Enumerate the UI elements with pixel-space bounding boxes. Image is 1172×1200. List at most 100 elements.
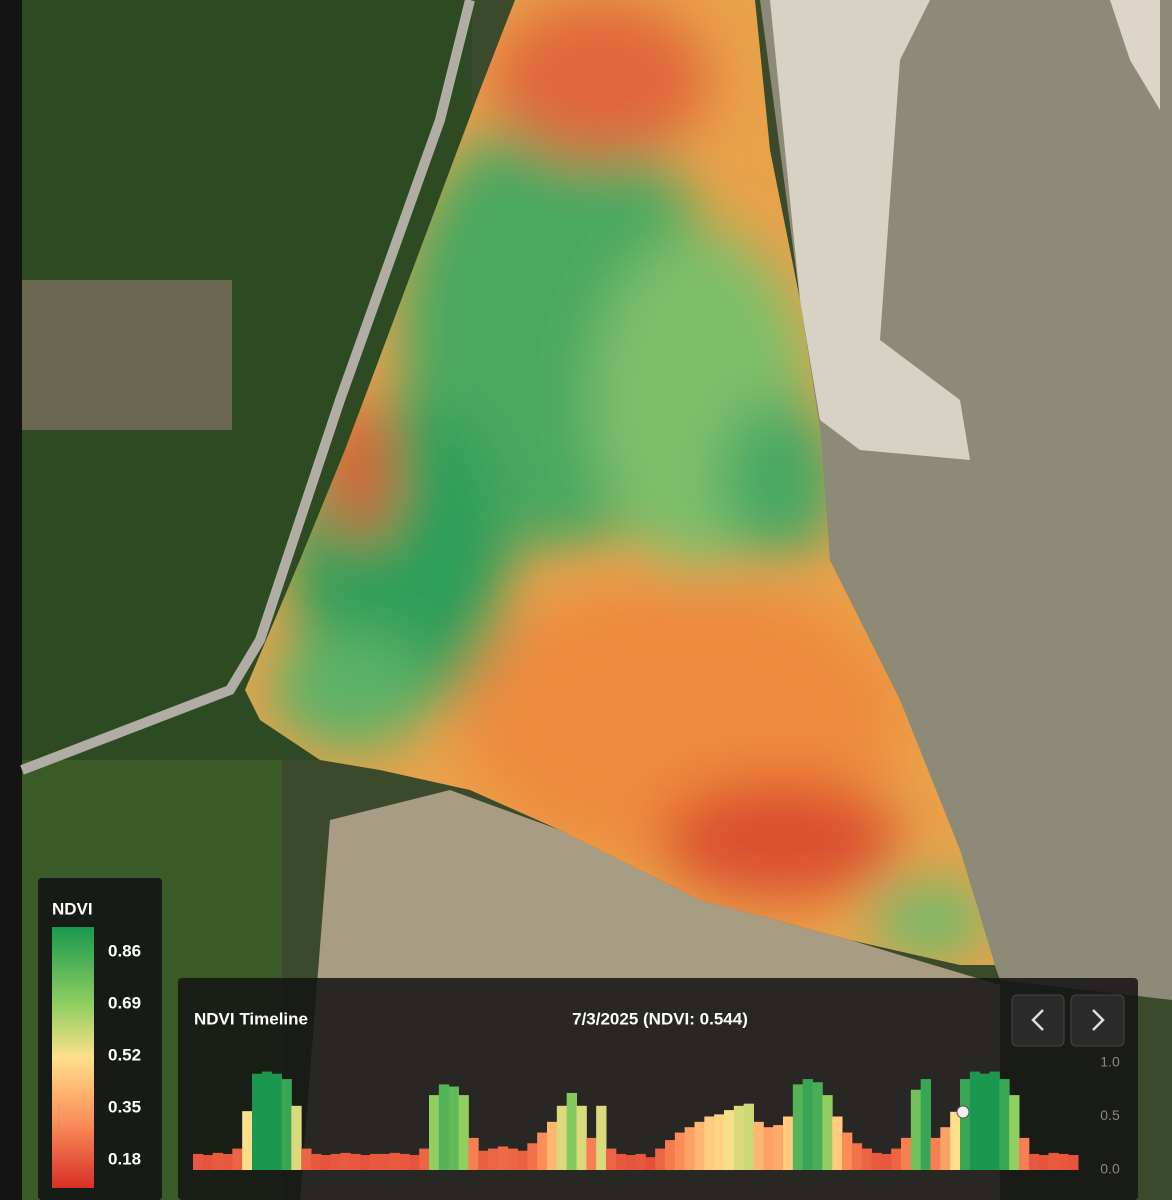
timeline-bar (920, 1079, 931, 1170)
timeline-bar (340, 1152, 351, 1170)
y-tick-label: 0.0 (1100, 1161, 1120, 1177)
timeline-bar (360, 1155, 371, 1170)
timeline-bar (851, 1143, 863, 1170)
timeline-bar (517, 1150, 528, 1170)
timeline-bar (586, 1137, 597, 1170)
next-button[interactable] (1070, 994, 1125, 1047)
timeline-bar (783, 1116, 794, 1170)
timeline-bar (1048, 1152, 1059, 1170)
timeline-bar (674, 1132, 686, 1170)
timeline-bar (861, 1148, 872, 1170)
road (20, 0, 475, 775)
timeline-bar (635, 1153, 646, 1170)
timeline-panel (178, 978, 1138, 1200)
timeline-bar (842, 1132, 853, 1170)
timeline-bar (291, 1105, 302, 1170)
timeline-bar (281, 1079, 292, 1170)
timeline-bar (193, 1153, 204, 1170)
timeline-bar (370, 1153, 381, 1170)
timeline-bar (537, 1132, 548, 1170)
timeline-bar (753, 1121, 764, 1170)
timeline-bar (232, 1148, 243, 1170)
timeline-bar (409, 1155, 420, 1170)
timeline-bar (261, 1071, 273, 1170)
bare-field (770, 0, 970, 460)
timeline-bar (969, 1071, 981, 1170)
timeline-bar (429, 1095, 440, 1170)
timeline-bar (891, 1148, 902, 1170)
timeline-bar (320, 1155, 332, 1170)
timeline-bar (301, 1148, 312, 1170)
timeline-bar (950, 1111, 961, 1170)
timeline-bar (694, 1121, 705, 1170)
timeline-bar (871, 1152, 882, 1170)
side-strip (0, 0, 22, 1200)
timeline-bar (901, 1137, 912, 1170)
timeline-bar (478, 1150, 489, 1170)
timeline-bar (438, 1084, 450, 1170)
timeline-bar (576, 1105, 587, 1170)
timeline-bar (399, 1153, 410, 1170)
timeline-bar (468, 1137, 479, 1170)
timeline-bar (724, 1110, 735, 1170)
timeline-bar (940, 1127, 951, 1170)
y-tick-label: 1.0 (1100, 1054, 1120, 1070)
legend-label: 0.18 (108, 1149, 141, 1168)
timeline-bar (606, 1148, 617, 1170)
timeline-bar (252, 1073, 263, 1170)
timeline-bar (615, 1153, 627, 1170)
timeline-bar (212, 1152, 223, 1170)
y-tick-label: 0.5 (1100, 1107, 1120, 1123)
timeline-bar (714, 1114, 725, 1170)
timeline-bar (1038, 1155, 1049, 1170)
timeline-bar (802, 1079, 813, 1170)
timeline-bar (222, 1153, 233, 1170)
timeline-bar (684, 1127, 695, 1170)
timeline-bar (1019, 1137, 1030, 1170)
timeline-bar (242, 1111, 253, 1170)
timeline-bar (389, 1152, 400, 1170)
timeline-bar (1068, 1155, 1079, 1170)
timeline-bar (822, 1095, 833, 1170)
timeline-bar (910, 1089, 922, 1170)
timeline-bar (556, 1105, 568, 1170)
timeline-title: NDVI Timeline (194, 1009, 308, 1028)
timeline-bar (773, 1125, 784, 1170)
timeline-bar (350, 1153, 361, 1170)
timeline-bar (547, 1121, 558, 1170)
legend-label: 0.52 (108, 1045, 141, 1064)
timeline-bar (979, 1073, 990, 1170)
bare-field (1110, 0, 1160, 110)
prev-button[interactable] (1011, 994, 1065, 1047)
legend-colorbar (52, 927, 94, 1188)
timeline-bar (665, 1140, 676, 1170)
timeline-bar (419, 1148, 430, 1170)
timeline-bar (743, 1103, 754, 1170)
timeline-bar (497, 1146, 509, 1170)
timeline-bar (488, 1148, 499, 1170)
timeline-bar (960, 1079, 971, 1170)
timeline-bar (881, 1153, 892, 1170)
timeline-bar (704, 1116, 715, 1170)
timeline-bar (527, 1143, 538, 1170)
timeline-bar (1058, 1153, 1069, 1170)
timeline-bar (1028, 1153, 1040, 1170)
timeline-bar (763, 1127, 774, 1170)
timeline-bar (311, 1153, 322, 1170)
timeline-bar (330, 1153, 341, 1170)
timeline-bar (655, 1148, 666, 1170)
shrubland (22, 280, 232, 430)
timeline-bar (448, 1086, 459, 1170)
timeline-bar (733, 1105, 745, 1170)
timeline-bar (645, 1157, 656, 1170)
legend-label: 0.35 (108, 1097, 141, 1116)
timeline-bar (812, 1082, 823, 1170)
timeline-bar (596, 1105, 607, 1170)
timeline-bar (379, 1153, 391, 1170)
selected-date: 7/3/2025 (NDVI: 0.544) (572, 1009, 748, 1028)
timeline-bar (1009, 1095, 1020, 1170)
timeline-bar (832, 1116, 843, 1170)
timeline-bar (989, 1071, 1000, 1170)
